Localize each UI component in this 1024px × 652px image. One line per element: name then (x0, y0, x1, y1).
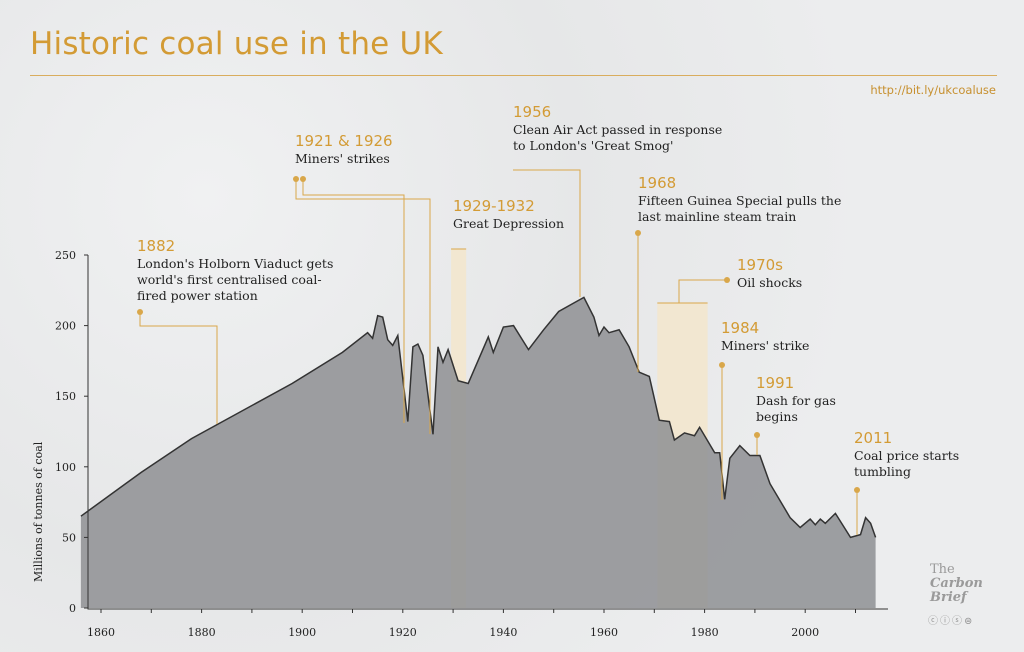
source-link[interactable]: http://bit.ly/ukcoaluse (870, 83, 996, 97)
x-tick-label: 1900 (288, 626, 316, 639)
annotation-1929-1932: 1929-1932 Great Depression (453, 197, 565, 231)
page-title: Historic coal use in the UK (30, 26, 443, 62)
annotation-1882: 1882 London's Holborn Viaduct gets world'… (137, 237, 334, 303)
coal-use-area (80, 297, 876, 608)
annotation-2011: 2011 Coal price starts tumbling (854, 429, 960, 479)
nd-icon: ⊜ (964, 616, 975, 627)
by-icon: ⓘ (940, 616, 952, 627)
x-tick-label: 1960 (590, 626, 618, 639)
coal-use-line (80, 296, 877, 539)
x-tick-label: 2000 (791, 626, 819, 639)
annotation-1968: 1968 Fifteen Guinea Special pulls the las… (638, 174, 842, 224)
annotation-dot-2011 (854, 487, 860, 493)
annotation-1921-1926: 1921 & 1926 Miners' strikes (295, 132, 393, 166)
carbon-brief-logo: The Carbon Brief (930, 562, 983, 605)
leader-line-1956 (513, 169, 581, 297)
annotation-dot-1926 (293, 176, 299, 182)
annotation-1991: 1991 Dash for gas begins (756, 374, 836, 424)
leader-line-1882 (139, 312, 218, 424)
annotation-1984: 1984 Miners' strike (721, 319, 810, 353)
y-axis-label: Millions of tonnes of coal (32, 441, 45, 582)
annotation-dot-1968 (635, 230, 641, 236)
nc-icon: ⓢ (952, 616, 964, 627)
axes (87, 255, 888, 610)
leader-line-1970s (678, 279, 727, 303)
annotation-dot-1921 (300, 176, 306, 182)
x-tick-label: 1920 (389, 626, 417, 639)
annotation-dot-1991 (754, 432, 760, 438)
creative-commons-icons: ⓒⓘⓢ⊜ (928, 612, 974, 627)
annotation-dot-1882 (137, 309, 143, 315)
y-tick-label: 250 (55, 249, 76, 262)
y-tick-label: 50 (62, 531, 76, 544)
y-tick-label: 0 (69, 602, 76, 615)
leader-line-1921 (302, 179, 405, 423)
y-tick-label: 150 (55, 390, 76, 403)
annotation-1956: 1956 Clean Air Act passed in response to … (513, 103, 723, 153)
leader-line-1926 (295, 179, 431, 434)
x-tick-label: 1880 (188, 626, 216, 639)
annotation-dot-1984 (719, 362, 725, 368)
x-tick-label: 1860 (87, 626, 115, 639)
y-tick-label: 200 (55, 320, 76, 333)
title-divider (30, 75, 997, 76)
annotation-dot-1970s (724, 277, 730, 283)
cc-icon: ⓒ (928, 616, 940, 627)
y-tick-label: 100 (55, 461, 76, 474)
annotation-1970s: 1970s Oil shocks (737, 256, 803, 290)
x-tick-label: 1940 (489, 626, 517, 639)
x-tick-label: 1980 (691, 626, 719, 639)
